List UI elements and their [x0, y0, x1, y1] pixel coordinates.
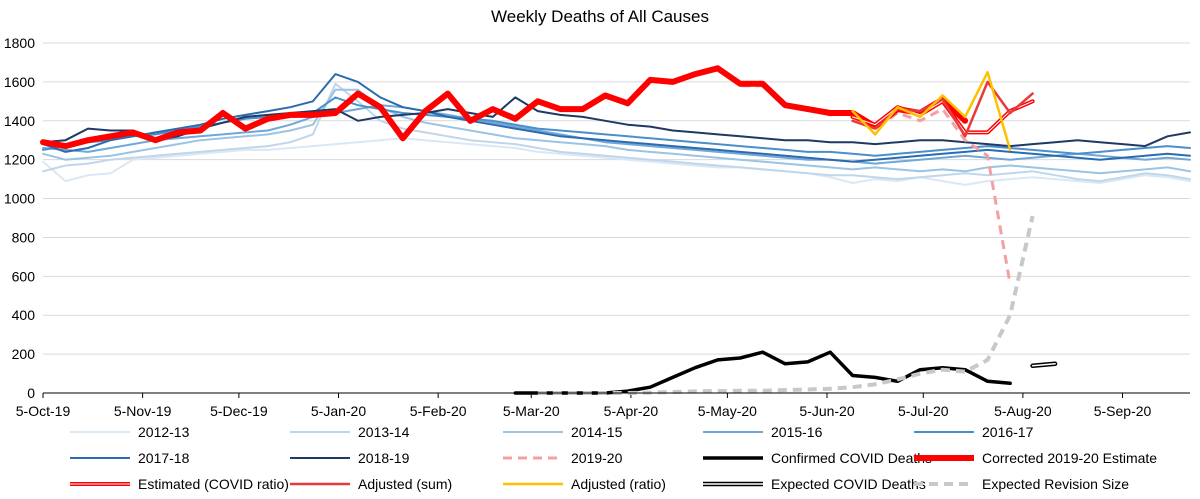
legend-label-2017-18: 2017-18: [138, 450, 190, 466]
y-axis-ticks: 0 200 400 600 800 1000 1200 1400 1600 1800: [4, 35, 35, 401]
legend-label-2018-19: 2018-19: [358, 450, 410, 466]
x-tick-label: 5-Oct-19: [16, 403, 71, 419]
chart-title: Weekly Deaths of All Causes: [491, 7, 709, 26]
series-line-2012-13: [42, 137, 1191, 186]
x-tick-label: 5-Jul-20: [898, 403, 949, 419]
series-lines: [40, 65, 1191, 395]
y-tick-label: 1600: [4, 74, 35, 90]
x-tick-label: 5-Aug-20: [994, 403, 1052, 419]
legend-label-2013-14: 2013-14: [358, 424, 410, 440]
series-line-adjusted-sum: [851, 80, 1034, 138]
y-tick-label: 400: [12, 307, 36, 323]
y-tick-label: 0: [27, 385, 35, 401]
series-line-corrected-2019-20-estimate: [40, 65, 969, 150]
legend-label-2019-20: 2019-20: [571, 450, 623, 466]
x-tick-label: 5-Feb-20: [410, 403, 467, 419]
grid-lines: [43, 42, 1190, 355]
series-line-2014-15: [42, 88, 1191, 175]
series-line-confirmed-covid-deaths: [513, 350, 1012, 395]
series-line-expected-revision-size: [537, 215, 1035, 395]
y-tick-label: 1000: [4, 191, 35, 207]
legend-label-corrected-2019-20-estimate: Corrected 2019-20 Estimate: [982, 450, 1157, 466]
series-line-adjusted-ratio: [851, 70, 1012, 152]
series-line-2013-14: [42, 82, 1191, 183]
y-tick-label: 1400: [4, 113, 35, 129]
legend: 2012-13 2013-14 2014-15 2015-16 2016-17 2017-…: [70, 424, 1157, 492]
y-tick-label: 200: [12, 346, 36, 362]
legend-label-expected-covid-deaths: Expected COVID Deaths: [771, 476, 926, 492]
legend-label-2012-13: 2012-13: [138, 424, 190, 440]
legend-label-adjusted-ratio: Adjusted (ratio): [571, 476, 666, 492]
legend-label-expected-revision-size: Expected Revision Size: [982, 476, 1129, 492]
series-line-2017-18: [42, 73, 1191, 163]
y-tick-label: 1200: [4, 152, 35, 168]
x-tick-label: 5-Dec-19: [210, 403, 268, 419]
legend-label-2016-17: 2016-17: [982, 424, 1034, 440]
legend-label-estimated-covid-ratio: Estimated (COVID ratio): [138, 476, 289, 492]
x-tick-label: 5-Jun-20: [799, 403, 854, 419]
y-tick-label: 800: [12, 229, 36, 245]
x-tick-label: 5-Nov-19: [114, 403, 172, 419]
legend-label-2014-15: 2014-15: [571, 424, 623, 440]
x-tick-label: 5-Mar-20: [503, 403, 560, 419]
y-tick-label: 1800: [4, 35, 35, 51]
legend-label-confirmed-covid-deaths: Confirmed COVID Deaths: [771, 450, 932, 466]
series-line-expected-covid-deaths-inner: [1031, 363, 1056, 367]
x-tick-label: 5-Apr-20: [604, 403, 659, 419]
x-tick-label: 5-Sep-20: [1094, 403, 1152, 419]
legend-label-2015-16: 2015-16: [771, 424, 823, 440]
x-tick-label: 5-Jan-20: [311, 403, 366, 419]
x-tick-label: 5-May-20: [698, 403, 757, 419]
y-tick-label: 600: [12, 268, 36, 284]
legend-label-adjusted-sum: Adjusted (sum): [358, 476, 452, 492]
x-axis-ticks: 5-Oct-19 5-Nov-19 5-Dec-19 5-Jan-20 5-Feb-20…: [16, 393, 1152, 419]
series-line-2015-16: [42, 104, 1191, 165]
